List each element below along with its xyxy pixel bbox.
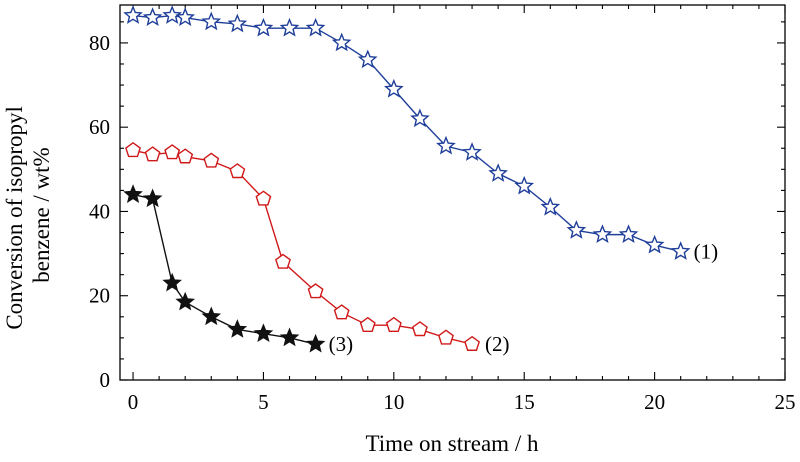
y-tick-label: 80: [89, 31, 110, 55]
data-point: [488, 163, 508, 182]
data-point: [383, 78, 404, 98]
data-point: [307, 283, 324, 299]
data-point: [201, 11, 222, 31]
data-point: [644, 234, 665, 254]
data-point: [540, 196, 561, 216]
series-label: (2): [485, 332, 510, 356]
series-label: (3): [329, 332, 354, 356]
x-tick-label: 5: [258, 390, 269, 414]
series-2: [125, 142, 481, 351]
series-3: [123, 184, 326, 353]
data-point: [305, 17, 326, 37]
data-point: [255, 190, 272, 206]
plot-frame: [119, 4, 786, 381]
x-tick-label: 25: [775, 390, 796, 414]
y-axis-title: Conversion of isopropyl benzene / wt%: [2, 100, 54, 329]
data-point: [229, 163, 246, 179]
data-point: [464, 335, 481, 351]
y-tick-label: 60: [89, 115, 110, 139]
data-point: [164, 144, 181, 160]
data-point: [162, 5, 182, 24]
data-point: [592, 224, 613, 243]
series-line: [132, 149, 473, 345]
x-axis-title: Time on stream / h: [366, 431, 539, 456]
tick-labels: 0 5 10 15 20 25 0 20 40 60 80: [89, 31, 796, 414]
data-point: [123, 184, 143, 203]
data-point: [142, 7, 163, 27]
data-point: [566, 220, 587, 239]
axis-ticks: [120, 5, 786, 381]
data-point: [253, 323, 274, 343]
data-point: [670, 241, 691, 260]
series-label: (1): [694, 239, 719, 263]
data-point: [175, 7, 196, 27]
x-tick-label: 20: [644, 390, 665, 414]
data-point: [305, 333, 326, 353]
series-1: [123, 5, 691, 260]
data-point: [333, 304, 350, 320]
data-point: [357, 49, 378, 69]
data-point: [618, 224, 639, 243]
x-tick-label: 0: [128, 390, 139, 414]
data-point: [227, 319, 248, 338]
data-point: [253, 17, 274, 37]
series-labels: (1) (2) (3): [329, 239, 719, 356]
y-axis-title-line-1: Conversion of isopropyl: [2, 106, 27, 330]
data-point: [410, 108, 430, 128]
y-tick-label: 40: [89, 199, 110, 223]
data-point: [177, 148, 194, 164]
data-point: [175, 291, 196, 311]
data-point: [125, 142, 141, 158]
data-point: [142, 188, 163, 208]
data-point: [514, 175, 535, 195]
data-point: [144, 146, 161, 162]
data-point: [331, 32, 352, 52]
x-tick-label: 10: [383, 390, 404, 414]
data-point: [227, 13, 248, 33]
y-tick-label: 20: [89, 284, 110, 308]
series-line: [132, 193, 316, 345]
data-point: [162, 272, 182, 292]
y-tick-label: 0: [100, 368, 111, 392]
series-layer: [123, 5, 691, 353]
data-point: [385, 316, 402, 332]
data-point: [123, 5, 143, 24]
data-point: [279, 17, 300, 37]
data-point: [411, 321, 428, 337]
data-point: [436, 135, 456, 155]
data-point: [462, 142, 482, 161]
data-point: [275, 253, 291, 269]
data-point: [359, 316, 376, 332]
data-point: [201, 306, 222, 326]
data-point: [203, 152, 220, 168]
data-point: [279, 327, 300, 347]
data-point: [438, 329, 454, 345]
x-tick-label: 15: [514, 390, 535, 414]
series-line: [132, 14, 681, 253]
y-axis-title-line-2: benzene / wt%: [29, 147, 54, 282]
